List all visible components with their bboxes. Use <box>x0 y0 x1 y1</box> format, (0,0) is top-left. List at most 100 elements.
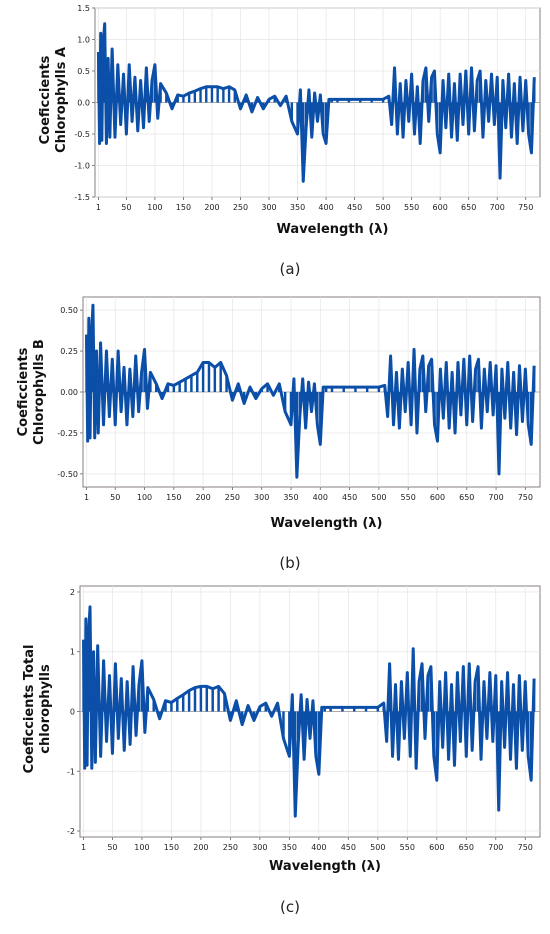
coefficient-bar <box>172 385 176 392</box>
y-tick-label: -2 <box>67 827 75 836</box>
x-tick-label: 500 <box>370 843 385 852</box>
coefficient-bar <box>205 686 209 712</box>
x-tick-label: 150 <box>166 493 181 502</box>
y-axis-title-line: Coeficcients <box>16 347 31 436</box>
y-tick-label: 0 <box>70 708 75 717</box>
y-axis-title: Coeficcients Totalchlorophylls <box>22 645 53 774</box>
x-tick-label: 200 <box>193 843 208 852</box>
y-tick-label: 1.0 <box>77 36 90 45</box>
x-axis-title: Wavelength (λ) <box>271 516 383 531</box>
y-tick-label: -1 <box>67 767 75 776</box>
coefficient-bar <box>381 99 385 103</box>
coefficient-bar <box>219 362 222 392</box>
coefficient-bar <box>227 86 231 103</box>
coefficient-bar <box>329 707 332 712</box>
coefficient-bar <box>193 91 197 103</box>
x-tick-label: 400 <box>318 203 333 212</box>
x-tick-label: 250 <box>223 843 238 852</box>
y-tick-label: 1 <box>70 648 75 657</box>
coefficient-bar <box>178 382 181 392</box>
y-tick-label: 2 <box>70 588 75 597</box>
coefficient-bar <box>199 88 202 103</box>
coefficient-bar <box>359 99 362 103</box>
x-tick-label: 350 <box>290 203 305 212</box>
coefficient-bar <box>324 387 328 392</box>
x-tick-label: 200 <box>195 493 210 502</box>
y-tick-label: 1.5 <box>77 4 90 13</box>
x-tick-label: 350 <box>283 493 298 502</box>
y-tick-label: -0.5 <box>74 130 90 139</box>
y-tick-label: -1.5 <box>74 193 90 202</box>
x-tick-label: 50 <box>107 843 117 852</box>
x-tick-label: 100 <box>137 493 152 502</box>
coefficient-bar <box>196 372 199 392</box>
coefficient-bar <box>264 703 268 712</box>
x-tick-label: 450 <box>347 203 362 212</box>
x-tick-label: 500 <box>371 493 386 502</box>
y-tick-label: 0.50 <box>60 306 78 315</box>
y-axis-title-line: Chlorophylls A <box>54 47 69 153</box>
x-tick-label: 100 <box>147 203 162 212</box>
coefficient-bar <box>166 383 170 392</box>
coefficient-bar <box>187 93 191 103</box>
coefficient-bar <box>216 86 219 103</box>
y-axis-title: CoeficcientsChlorophylls B <box>16 339 47 445</box>
coefficient-bar <box>211 688 214 712</box>
x-tick-label: 150 <box>176 203 191 212</box>
coefficient-bar <box>199 686 203 712</box>
panel-label: (a) <box>280 260 301 278</box>
coefficient-bar <box>223 693 226 712</box>
coefficient-bar <box>152 699 155 712</box>
y-tick-label: 0.5 <box>77 67 90 76</box>
coefficient-bar <box>165 93 168 103</box>
coefficient-bar <box>352 707 356 712</box>
y-axis-title-line: Coeficcients <box>38 55 53 144</box>
x-tick-label: 50 <box>110 493 120 502</box>
y-tick-label: -1.0 <box>74 162 90 171</box>
coefficient-bar <box>330 387 334 392</box>
panel-label: (c) <box>280 898 300 916</box>
x-tick-label: 550 <box>400 843 415 852</box>
coefficient-bar <box>377 387 381 392</box>
y-axis-title: CoeficcientsChlorophylls A <box>38 47 69 153</box>
x-tick-label: 750 <box>518 493 533 502</box>
x-tick-label: 300 <box>261 203 276 212</box>
coefficient-bar <box>193 687 197 712</box>
y-tick-label: 0.0 <box>77 99 90 108</box>
x-tick-label: 450 <box>341 843 356 852</box>
coefficient-bar <box>201 362 205 392</box>
coefficient-bar <box>225 375 228 392</box>
coefficient-bar <box>364 707 368 712</box>
x-tick-label: 650 <box>461 203 476 212</box>
x-axis-title: Wavelength (λ) <box>269 859 381 874</box>
coefficient-bar <box>370 99 373 103</box>
x-tick-label: 1 <box>81 843 86 852</box>
coefficient-bar <box>376 707 380 712</box>
coefficient-bar <box>190 375 193 392</box>
x-tick-label: 150 <box>164 843 179 852</box>
y-tick-label: 0.00 <box>60 388 78 397</box>
coefficient-bar <box>210 86 214 103</box>
x-tick-label: 650 <box>459 493 474 502</box>
x-tick-label: 200 <box>204 203 219 212</box>
series-line <box>85 303 536 479</box>
x-tick-label: 550 <box>401 493 416 502</box>
x-tick-label: 1 <box>84 493 89 502</box>
x-tick-label: 750 <box>518 203 533 212</box>
x-tick-label: 600 <box>433 203 448 212</box>
x-tick-label: 550 <box>404 203 419 212</box>
coefficient-bar <box>342 387 345 392</box>
x-axis-title: Wavelength (λ) <box>277 222 389 237</box>
x-tick-label: 300 <box>252 843 267 852</box>
coefficient-bar <box>205 86 208 103</box>
x-tick-label: 500 <box>375 203 390 212</box>
coefficient-bar <box>290 102 294 122</box>
coefficient-bar <box>155 383 158 392</box>
y-axis-title-line: Coeficcients Total <box>22 645 37 774</box>
series-line <box>96 22 536 183</box>
y-axis-title-line: chlorophylls <box>38 664 53 754</box>
coefficient-bar <box>182 96 185 103</box>
x-tick-label: 250 <box>233 203 248 212</box>
y-tick-label: -0.50 <box>57 470 78 479</box>
